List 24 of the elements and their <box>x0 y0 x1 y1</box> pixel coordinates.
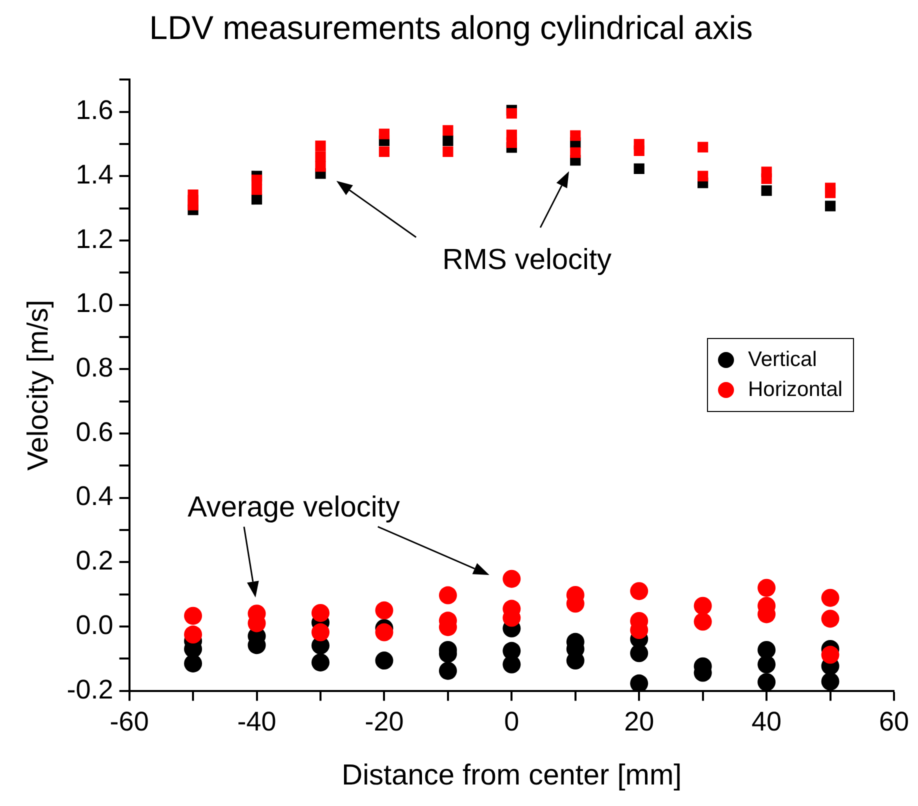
x-tick-label: -20 <box>364 706 404 736</box>
y-tick-label: 0.2 <box>76 546 114 576</box>
x-tick-label: -40 <box>237 706 276 736</box>
y-tick-label: 0.0 <box>76 610 114 640</box>
x-tick-label: 60 <box>878 706 910 736</box>
y-tick-label: 0.6 <box>76 416 114 447</box>
x-tick-label: -60 <box>110 706 149 736</box>
y-axis-title: Velocity [m/s] <box>22 300 54 471</box>
x-tick-label: 40 <box>752 706 782 736</box>
y-tick-label: 0.4 <box>76 481 114 512</box>
y-tick-label: 0.8 <box>76 352 114 383</box>
chart-title: LDV measurements along cylindrical axis <box>149 8 753 46</box>
y-tick-label: 1.6 <box>76 95 114 126</box>
x-tick-label: 20 <box>624 706 654 736</box>
y-tick-label: 1.4 <box>76 160 114 190</box>
y-tick-label: -0.2 <box>66 674 114 704</box>
legend-label: Horizontal <box>748 378 843 402</box>
y-tick-label: 1.0 <box>76 288 114 318</box>
annotation: RMS velocity <box>442 244 612 276</box>
annotation: Average velocity <box>188 491 400 524</box>
legend-label: Vertical <box>748 348 817 372</box>
x-tick-label: 0 <box>504 706 520 736</box>
x-axis-title: Distance from center [mm] <box>342 760 682 792</box>
y-tick-label: 1.2 <box>76 224 114 254</box>
